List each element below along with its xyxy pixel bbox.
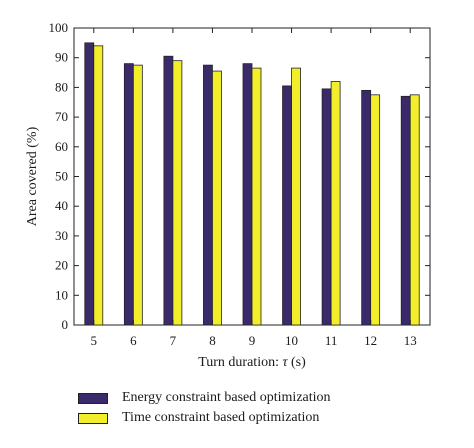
legend: Energy constraint based optimization Tim… (78, 388, 331, 428)
bar (251, 67, 262, 326)
x-tick-label: 7 (170, 333, 177, 348)
y-tick-label: 90 (55, 50, 68, 65)
legend-label-energy: Energy constraint based optimization (122, 390, 331, 405)
y-axis-label: Area covered (%) (25, 126, 40, 226)
x-tick-label: 8 (209, 333, 216, 348)
bar (84, 42, 95, 326)
bar (163, 55, 174, 326)
x-tick-label: 13 (404, 333, 417, 348)
legend-swatch-energy (78, 392, 108, 404)
bar (123, 63, 134, 326)
bar (370, 94, 381, 326)
bar (172, 60, 183, 326)
y-tick-label: 20 (55, 258, 68, 273)
bar (330, 81, 341, 326)
plot-area: 0 10 20 30 40 50 60 70 80 90 100 5 6 7 8 9 10 11 12 13 (49, 20, 431, 348)
x-tick-label: 12 (364, 333, 377, 348)
bar (291, 67, 301, 326)
bar (93, 45, 104, 326)
y-tick-label: 50 (55, 169, 68, 184)
bar (321, 88, 332, 326)
bar (203, 64, 213, 326)
legend-swatch-time (78, 412, 108, 424)
legend-item-time: Time constraint based optimization (78, 408, 331, 428)
y-tick-label: 10 (55, 287, 68, 302)
x-tick-label: 6 (130, 333, 137, 348)
y-tick-label: 100 (49, 20, 69, 35)
x-tick-label: 5 (91, 333, 98, 348)
bar (282, 85, 292, 326)
bar (361, 89, 372, 326)
x-axis-label-symbol: τ (282, 355, 288, 370)
x-tick-label: 9 (249, 333, 256, 348)
y-tick-label: 70 (55, 109, 68, 124)
bar (400, 95, 411, 326)
y-tick-label: 0 (62, 317, 69, 332)
y-tick-label: 40 (55, 198, 68, 213)
x-tick-label: 10 (285, 333, 298, 348)
x-axis-label: Turn duration: τ (s) (198, 355, 306, 370)
bar (212, 70, 222, 326)
x-tick-label: 11 (325, 333, 338, 348)
x-axis-label-prefix: Turn duration: (198, 355, 282, 370)
bar (132, 64, 143, 326)
legend-label-time: Time constraint based optimization (122, 410, 320, 425)
y-tick-label: 80 (55, 79, 68, 94)
y-tick-label: 60 (55, 139, 68, 154)
bar (242, 63, 253, 326)
y-tick-label: 30 (55, 228, 68, 243)
legend-item-energy: Energy constraint based optimization (78, 388, 331, 408)
x-axis-label-suffix: (s) (288, 355, 307, 370)
bar (409, 94, 420, 326)
